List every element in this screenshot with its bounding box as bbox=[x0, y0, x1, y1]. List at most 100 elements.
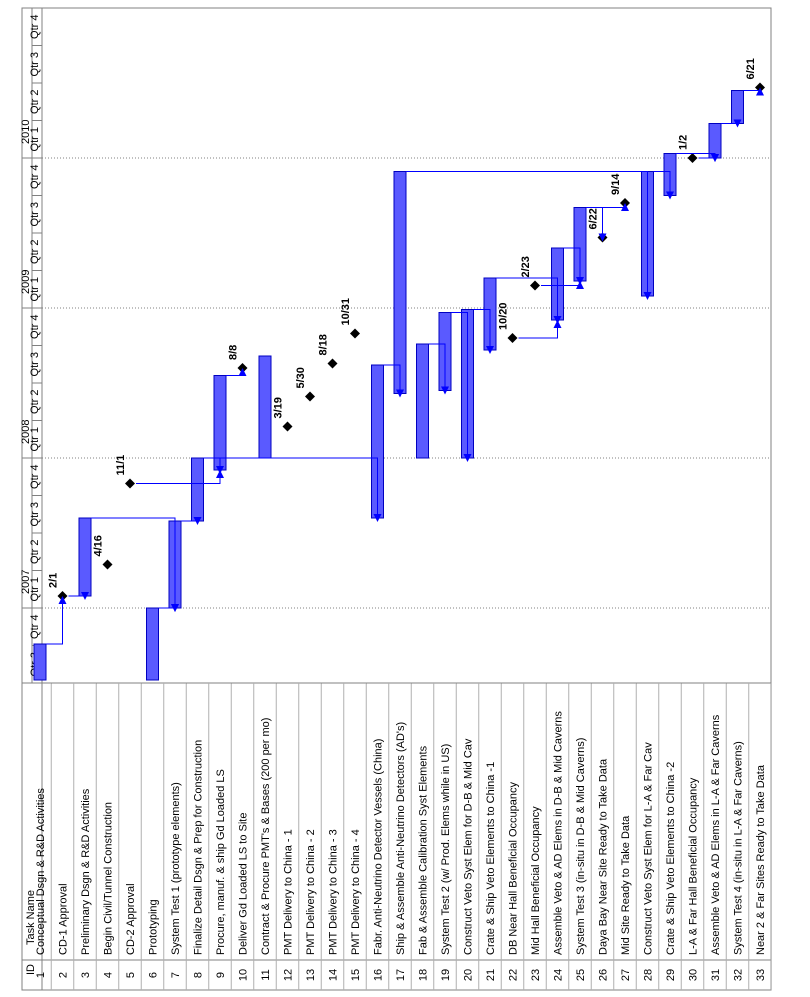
quarter-label: Qtr 1 bbox=[29, 127, 41, 151]
milestone-label: 8/18 bbox=[318, 334, 330, 355]
milestone-marker bbox=[102, 559, 113, 570]
task-name: Begin Civil/Tunnel Construction bbox=[103, 802, 115, 955]
dependency-link bbox=[406, 171, 652, 300]
task-name: Preliminary Dsgn & R&D Activities bbox=[80, 788, 92, 955]
task-name: PMT Delivery to China - 2 bbox=[305, 829, 317, 955]
task-id: 31 bbox=[710, 969, 722, 981]
task-name: Conceptual Dsgn & R&D Activities bbox=[35, 788, 47, 955]
milestone-label: 4/16 bbox=[93, 535, 105, 556]
milestone-label: 2/1 bbox=[48, 573, 60, 588]
task-id: 6 bbox=[148, 972, 160, 978]
quarter-label: Qtr 2 bbox=[29, 540, 41, 564]
task-bar bbox=[213, 375, 227, 471]
dependency-link bbox=[203, 457, 382, 522]
year-label: 2008 bbox=[20, 420, 32, 444]
task-name: Crate & Ship Veto Elements to China -2 bbox=[665, 762, 677, 955]
task-name: Contract & Procure PMT's & Bases (200 pe… bbox=[260, 718, 272, 955]
task-id: 29 bbox=[665, 969, 677, 981]
dependency-link bbox=[721, 119, 742, 128]
dependency-link bbox=[473, 309, 494, 354]
dependency-link bbox=[518, 320, 562, 339]
dependency-link bbox=[136, 470, 224, 484]
task-id: 18 bbox=[418, 969, 430, 981]
task-name: Finalize Detail Dsgn & Prep for Construc… bbox=[193, 740, 205, 955]
milestone-label: 10/31 bbox=[340, 298, 352, 326]
task-name: System Test 3 (in-situ in D-B & Mid Cave… bbox=[575, 738, 587, 955]
task-name: Fabr. Anti-Neutrino Detector Vessels (Ch… bbox=[373, 739, 385, 955]
task-id: 23 bbox=[530, 969, 542, 981]
dependency-link bbox=[68, 592, 89, 600]
quarter-label: Qtr 1 bbox=[29, 427, 41, 451]
milestone-marker bbox=[125, 478, 135, 489]
task-id: 8 bbox=[193, 972, 205, 978]
task-name: System Test 1 (prototype elements) bbox=[170, 782, 182, 955]
task-name: Procure, manuf. & ship Gd Loaded LS bbox=[215, 769, 227, 955]
task-name-header: Task Name bbox=[25, 890, 37, 945]
dependency-link bbox=[226, 368, 247, 376]
milestone-marker bbox=[350, 328, 360, 339]
dependency-link bbox=[496, 277, 562, 324]
task-name: Construct Veto Syst Elem for L-A & Far C… bbox=[643, 742, 655, 955]
dependency-link bbox=[563, 247, 584, 285]
task-id: 19 bbox=[440, 969, 452, 981]
task-bar bbox=[191, 457, 204, 522]
quarter-label: Qtr 3 bbox=[29, 502, 41, 526]
task-id: 15 bbox=[350, 969, 362, 981]
quarter-label: Qtr 4 bbox=[29, 315, 41, 339]
task-name: L-A & Far Hall Beneficial Occupancy bbox=[688, 777, 700, 955]
milestone-label: 8/8 bbox=[228, 345, 240, 360]
task-bar bbox=[731, 90, 744, 124]
task-name: PMT Delivery to China - 1 bbox=[283, 829, 295, 955]
dependency-link bbox=[653, 171, 674, 200]
task-name: Mid Hall Beneficial Occupancy bbox=[530, 806, 542, 955]
task-id: 9 bbox=[215, 972, 227, 978]
task-name: CD-1 Approval bbox=[58, 883, 70, 955]
task-id: 27 bbox=[620, 969, 632, 981]
task-name: Daya Bay Near Site Ready to Take Data bbox=[598, 758, 610, 955]
milestone-label: 6/21 bbox=[745, 58, 757, 79]
quarter-label: Qtr 3 bbox=[29, 352, 41, 376]
milestone-marker bbox=[507, 333, 518, 343]
milestone-marker bbox=[305, 391, 315, 402]
task-id: 3 bbox=[80, 972, 92, 978]
task-bar bbox=[416, 343, 429, 459]
task-name: Mid Site Ready to Take Data bbox=[620, 815, 632, 955]
task-name: Prototyping bbox=[148, 899, 160, 955]
milestone-marker bbox=[530, 280, 540, 291]
task-id: 21 bbox=[485, 969, 497, 981]
task-id: 14 bbox=[328, 969, 340, 981]
milestone-label: 5/30 bbox=[295, 367, 307, 388]
task-id: 24 bbox=[553, 969, 565, 981]
dependency-link bbox=[91, 517, 179, 612]
task-name: Assemble Veto & AD Elems in D-B & Mid Ca… bbox=[553, 711, 565, 955]
milestone-label: 6/22 bbox=[588, 208, 600, 229]
task-id: 25 bbox=[575, 969, 587, 981]
task-id: 22 bbox=[508, 969, 520, 981]
task-id: 20 bbox=[463, 969, 475, 981]
task-id: 16 bbox=[373, 969, 385, 981]
task-bar bbox=[708, 123, 722, 159]
milestone-label: 3/19 bbox=[273, 397, 285, 418]
dependency-link bbox=[46, 596, 67, 645]
task-name: Fab & Assemble Calibration Syst Elements bbox=[418, 745, 430, 955]
quarter-label: Qtr 4 bbox=[29, 615, 41, 639]
task-name: Near 2 & Far Sites Ready to Take Data bbox=[755, 764, 767, 955]
task-bar bbox=[33, 643, 47, 681]
milestone-marker bbox=[327, 358, 338, 369]
task-name: PMT Delivery to China - 3 bbox=[328, 829, 340, 955]
task-name: CD-2 Approval bbox=[125, 883, 137, 955]
milestone-label: 2/23 bbox=[520, 256, 532, 277]
quarter-label: Qtr 4 bbox=[29, 165, 41, 189]
task-id: 30 bbox=[688, 969, 700, 981]
year-label: 2007 bbox=[20, 570, 32, 594]
milestone-label: 1/2 bbox=[678, 135, 690, 150]
task-id: 32 bbox=[733, 969, 745, 981]
task-id: 33 bbox=[755, 969, 767, 981]
milestone-label: 9/14 bbox=[610, 173, 622, 195]
dependency-link bbox=[698, 154, 719, 162]
quarter-label: Qtr 1 bbox=[29, 277, 41, 301]
dependency-link bbox=[181, 517, 202, 525]
quarter-label: Qtr 2 bbox=[29, 90, 41, 114]
task-name: System Test 2 (w/ Prod. Elems while in U… bbox=[440, 744, 452, 955]
task-bar bbox=[146, 607, 159, 681]
